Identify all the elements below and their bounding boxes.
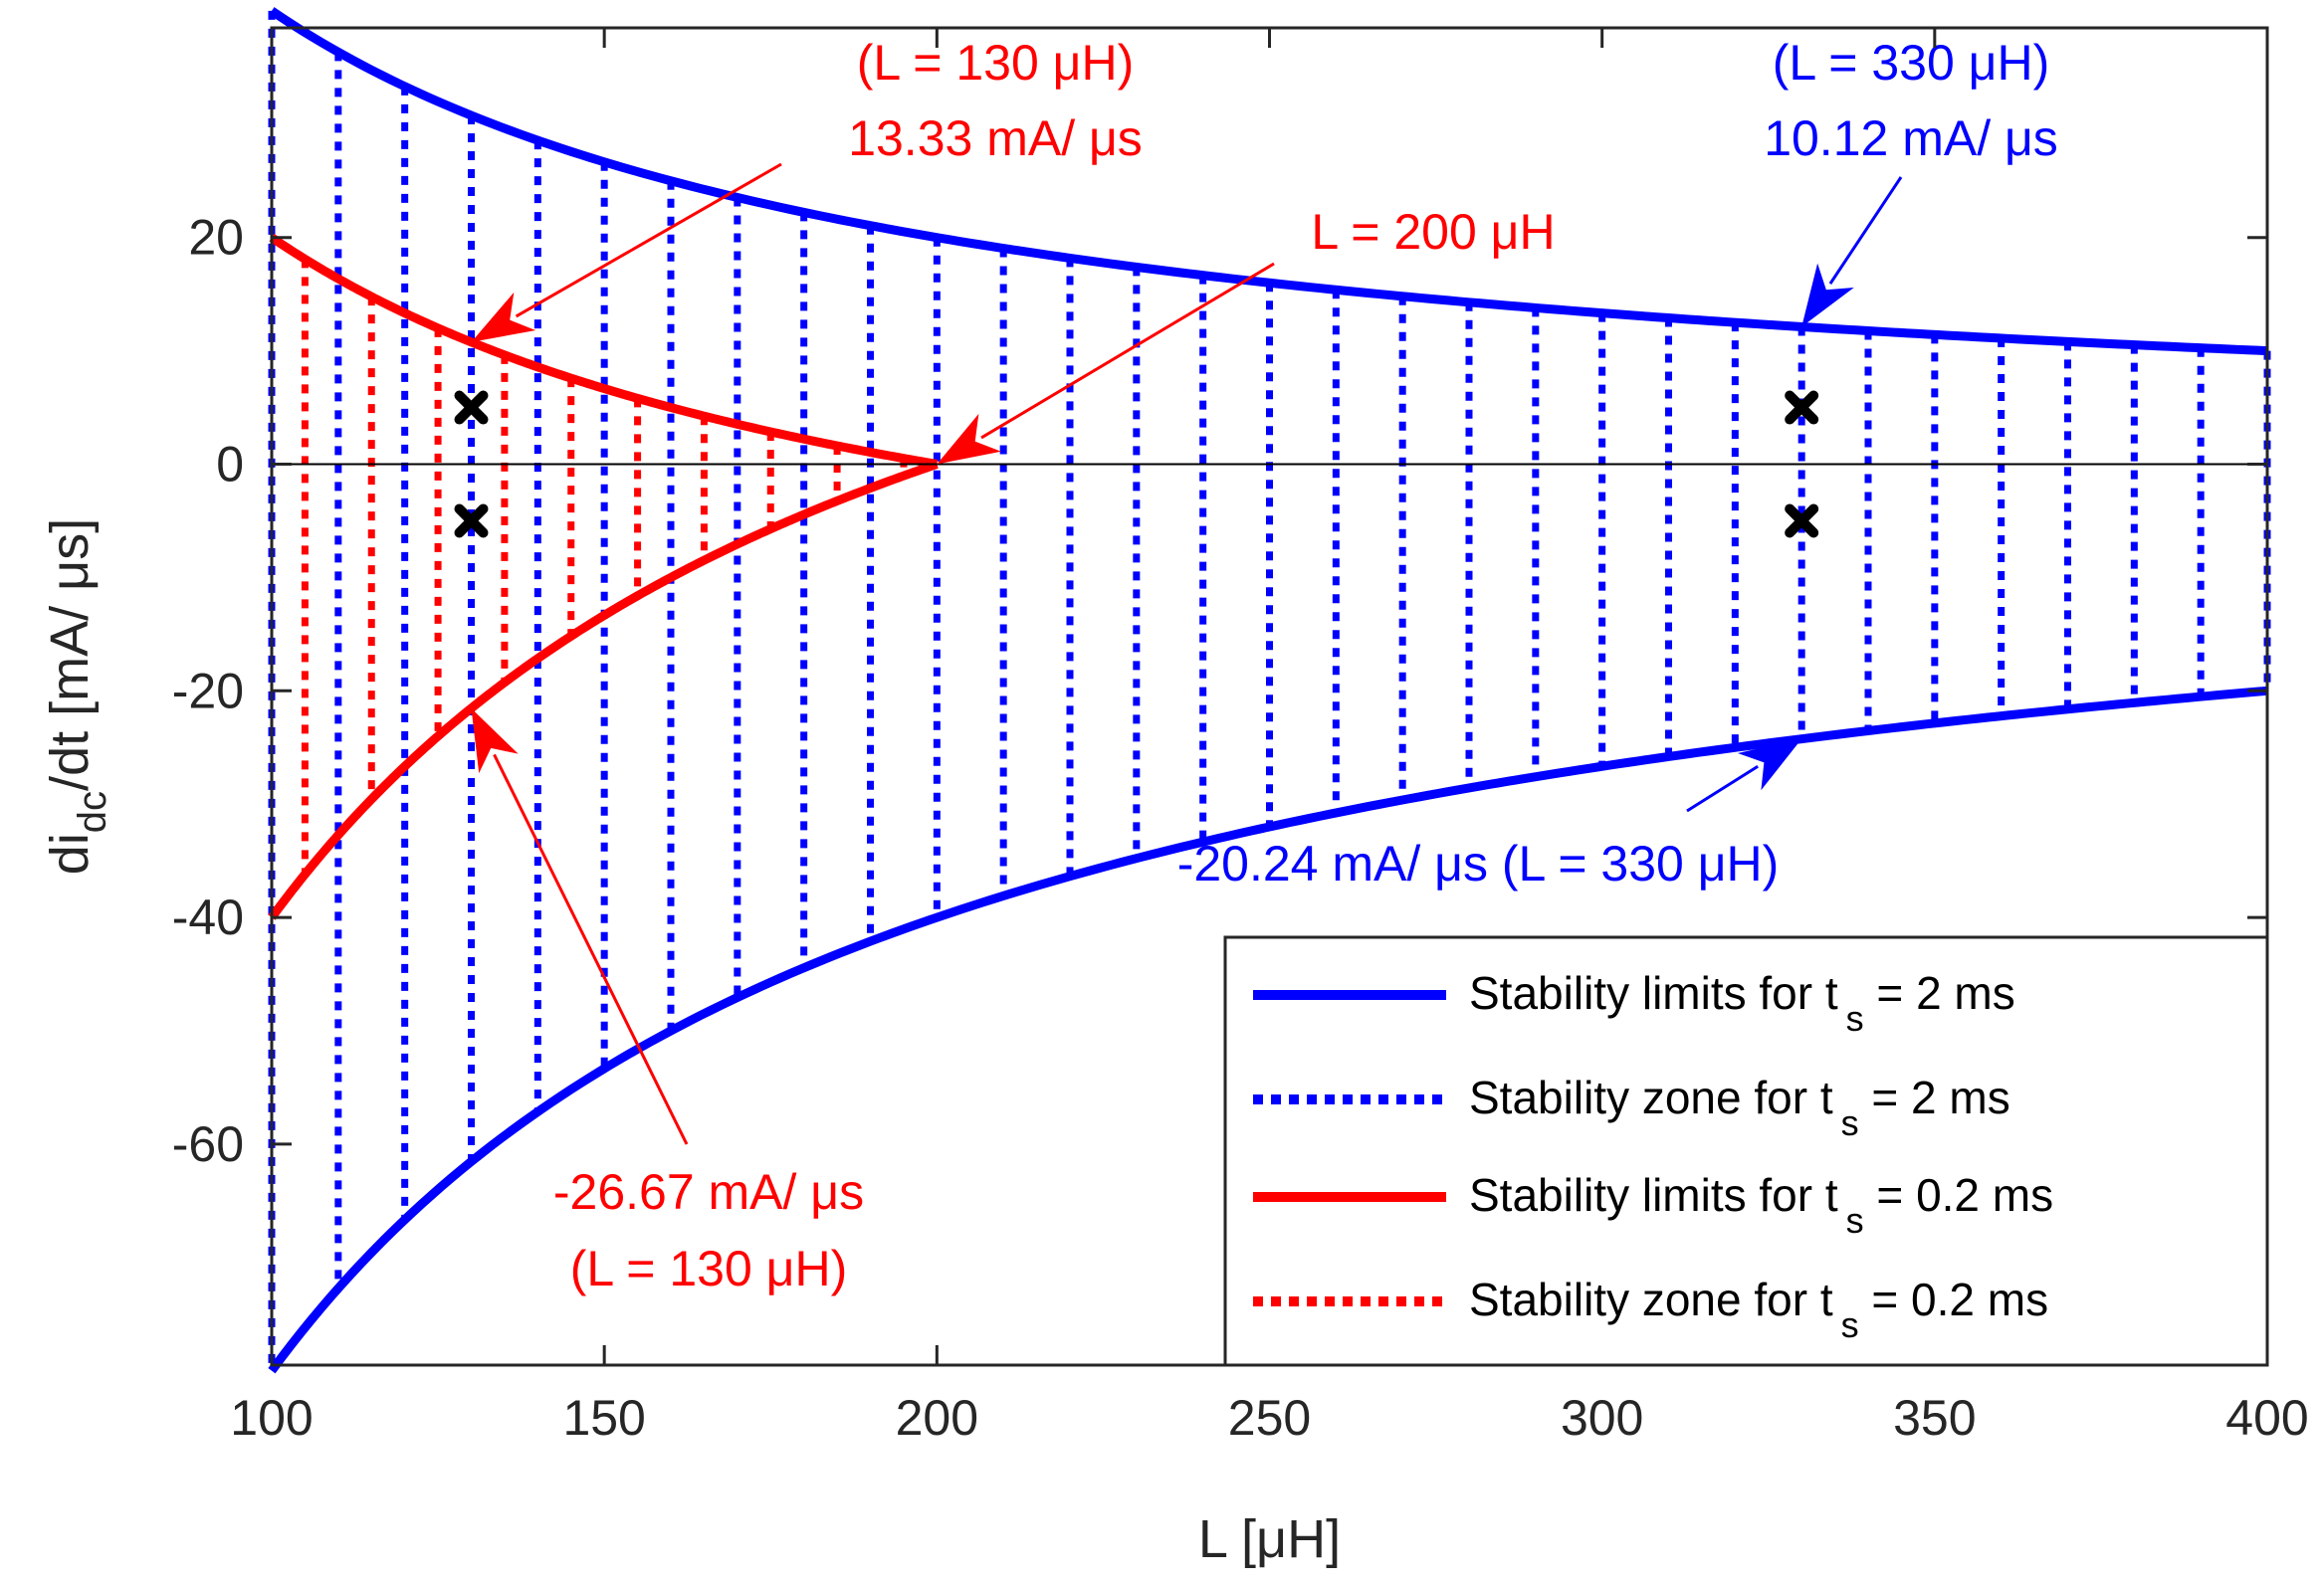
- y-axis-label: didc/dt [mA/ μs]: [40, 518, 114, 875]
- legend-label-suffix: = 0.2 ms: [1859, 1274, 2048, 1325]
- x-marker: [454, 503, 489, 538]
- arrow-head: [471, 292, 536, 342]
- x-tick-label: 100: [230, 1390, 313, 1446]
- y-tick-label: 20: [188, 210, 244, 266]
- x-tick-label: 150: [562, 1390, 645, 1446]
- arrow-head: [1801, 263, 1854, 327]
- legend-label-sub: s: [1841, 1304, 1859, 1345]
- x-marker-stroke: [454, 390, 489, 425]
- y-tick-label: -60: [172, 1116, 244, 1172]
- arrow-shaft: [1828, 176, 1903, 285]
- x-marker-stroke: [454, 503, 489, 538]
- annotation-label: -26.67 mA/ μs: [553, 1164, 864, 1220]
- annotation-arrow: [937, 262, 1275, 465]
- annotation-arrow: [1686, 738, 1802, 813]
- annotation-label: 10.12 mA/ μs: [1764, 110, 2058, 166]
- arrow-shaft: [980, 262, 1275, 440]
- annotation-arrow: [471, 162, 782, 342]
- legend-label-main: Stability limits for t: [1469, 1169, 1838, 1221]
- arrow-head: [1737, 738, 1802, 791]
- x-tick-label: 250: [1228, 1390, 1311, 1446]
- x-marker-stroke: [1785, 503, 1819, 538]
- curve-layer: [268, 7, 2268, 1374]
- annotation-label: (L = 330 μH): [1773, 35, 2049, 91]
- legend-label-suffix: = 0.2 ms: [1864, 1169, 2053, 1221]
- red-upper-limit-curve: [269, 233, 939, 469]
- arrow-shaft: [1686, 765, 1759, 813]
- legend-label-suffix: = 2 ms: [1859, 1072, 2010, 1123]
- annotation-label: (L = 130 μH): [570, 1241, 847, 1296]
- x-marker: [1785, 503, 1819, 538]
- red-lower-limit-curve: [268, 460, 939, 920]
- annotation-label: 13.33 mA/ μs: [848, 110, 1143, 166]
- y-tick-label: 0: [216, 437, 244, 493]
- x-tick-label: 300: [1561, 1390, 1643, 1446]
- blue-lower-limit-curve: [268, 686, 2268, 1374]
- legend-label-suffix: = 2 ms: [1864, 967, 2015, 1019]
- arrow-shaft: [515, 162, 782, 318]
- legend-label-main: Stability limits for t: [1469, 967, 1838, 1019]
- arrow-shaft: [493, 753, 689, 1145]
- x-axis-label: L [μH]: [1198, 1509, 1341, 1569]
- legend-box: [1223, 935, 2269, 1367]
- annotation-arrow: [471, 707, 689, 1145]
- arrow-head: [471, 707, 519, 774]
- annotation-arrow: [1801, 176, 1903, 327]
- x-tick-label: 400: [2225, 1390, 2308, 1446]
- legend-label-main: Stability zone for t: [1469, 1274, 1833, 1325]
- y-axis-label-main: di: [40, 833, 100, 875]
- annotation-label: -20.24 mA/ μs (L = 330 μH): [1177, 836, 1780, 892]
- y-tick-label: -40: [172, 890, 244, 945]
- legend-label-sub: s: [1841, 1102, 1859, 1143]
- legend-label-sub: s: [1846, 1200, 1864, 1241]
- y-axis-label-sub: dc: [71, 791, 114, 833]
- annotation-layer: (L = 130 μH) 13.33 mA/ μs L = 200 μH (L = 3…: [471, 35, 2058, 1296]
- annotation-label: L = 200 μH: [1311, 204, 1555, 260]
- legend-label-main: Stability zone for t: [1469, 1072, 1833, 1123]
- axes-layer: 100 150 200 250 300 350 400 -60 -40 -20 0 20 L [μH] d…: [40, 26, 2309, 1569]
- x-marker-stroke: [1785, 390, 1819, 425]
- arrow-head: [937, 413, 1001, 465]
- x-marker: [454, 390, 489, 425]
- x-tick-label: 350: [1893, 1390, 1976, 1446]
- x-marker: [1785, 390, 1819, 425]
- blue-upper-limit-curve: [269, 7, 2268, 356]
- annotation-label: (L = 130 μH): [857, 35, 1134, 91]
- x-tick-label: 200: [896, 1390, 978, 1446]
- y-axis-label-rest: /dt [mA/ μs]: [40, 518, 100, 791]
- marker-layer: [454, 390, 1819, 538]
- y-tick-label: -20: [172, 663, 244, 718]
- legend-label-sub: s: [1846, 998, 1864, 1039]
